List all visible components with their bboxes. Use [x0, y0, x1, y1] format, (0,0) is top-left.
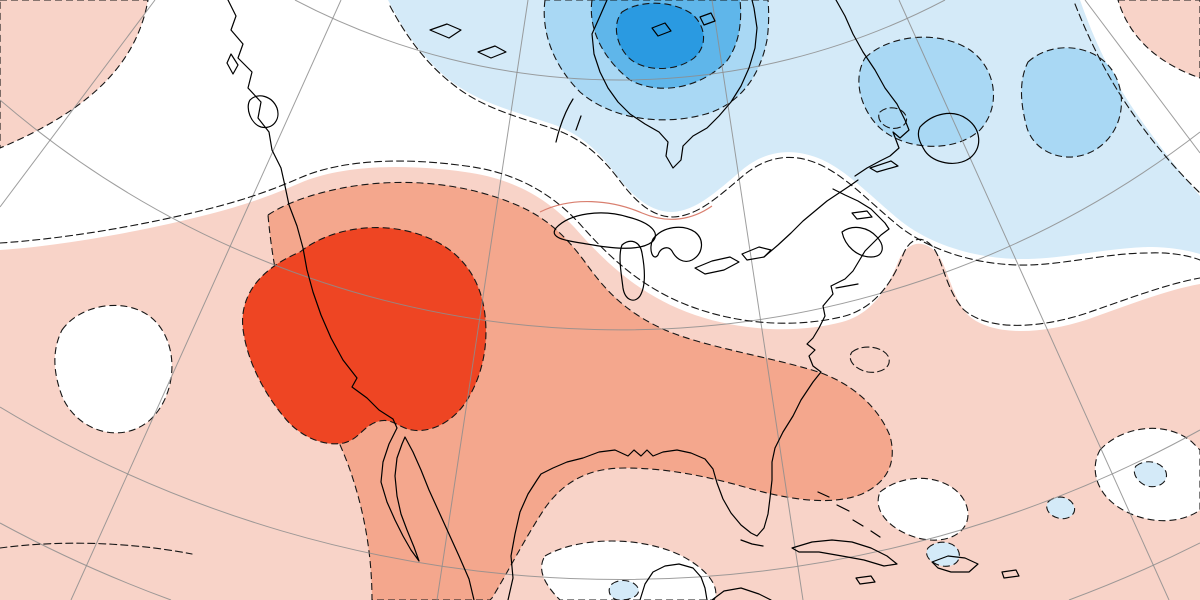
- neutral-patch-offshore-california: [54, 304, 173, 434]
- graticule-meridian-5: [898, 0, 1170, 600]
- coast-long-island: [835, 283, 859, 289]
- neutral-patch-atlantic-1: [877, 477, 969, 541]
- graticule-parallel-4a: [0, 522, 172, 600]
- island-hudson-2: [699, 12, 716, 26]
- cool-speck-4: [608, 579, 640, 600]
- contour-cool-northeast-edge: [1074, 3, 1200, 194]
- coast-hudson-bay: [591, 0, 758, 169]
- warm-region-topleft-corner: [0, 0, 149, 149]
- contour-zero-line-great-lakes: [539, 200, 713, 220]
- graticule-parallel-1: [294, 0, 946, 81]
- islands-bahamas: [817, 491, 881, 538]
- lake-michigan: [619, 240, 645, 301]
- island-hispaniola: [931, 555, 979, 573]
- contour-layer: [0, 3, 1200, 555]
- cool-patch-quebec: [858, 36, 994, 147]
- contour-warm-boundary: [0, 160, 1200, 326]
- island-hudson-1: [651, 22, 672, 37]
- island-cuba: [791, 539, 898, 567]
- lake-northern-2: [477, 45, 507, 59]
- coast-gulf-florida-east: [507, 188, 890, 600]
- contour-bottom-left: [0, 542, 193, 555]
- coastline-layer: [226, 0, 1020, 600]
- coast-labrador: [835, 0, 910, 177]
- contour-cool-boundary: [389, 5, 1200, 266]
- graticule-meridian-1: [0, 0, 156, 208]
- coast-nova-scotia: [841, 226, 883, 258]
- graticule-parallel-2: [0, 99, 1200, 331]
- lake-huron: [650, 226, 702, 263]
- island-jamaica: [855, 575, 876, 585]
- lake-northern-1: [429, 23, 462, 39]
- cool-speck-2: [1046, 496, 1076, 520]
- river-st-lawrence: [763, 179, 859, 258]
- coast-anticosti: [869, 160, 899, 173]
- graticule-parallel-4b: [1068, 542, 1200, 600]
- coast-newfoundland: [917, 112, 980, 164]
- coast-pacific-and-baja: [227, 0, 475, 600]
- islands-florida-keys: [740, 539, 764, 547]
- cool-patch-nw-atlantic: [1020, 47, 1123, 158]
- coast-haida-gwaii: [226, 53, 239, 75]
- lake-erie: [694, 256, 740, 275]
- warm-core: [242, 227, 487, 445]
- graticule-meridian-4: [711, 0, 804, 600]
- coast-honduras: [711, 587, 772, 600]
- neutral-patch-caribbean: [541, 540, 717, 600]
- contour-oval-newfoundland: [878, 107, 908, 129]
- coast-yucatan: [639, 563, 708, 600]
- coast-vancouver-island: [247, 95, 279, 129]
- island-puerto-rico: [1001, 569, 1020, 579]
- graticule-meridian-3: [436, 0, 529, 600]
- graticule-meridian-2: [70, 0, 342, 600]
- lake-winnipeg: [555, 98, 582, 143]
- graticule-parallel-3: [0, 406, 1200, 581]
- coast-prince-edward-island: [851, 210, 873, 220]
- cool-speck-1: [926, 541, 960, 567]
- graticule-meridian-6: [1084, 0, 1200, 154]
- cool-speck-3: [1133, 461, 1168, 488]
- contour-oval-atlantic: [849, 346, 890, 373]
- lake-ontario: [741, 246, 772, 261]
